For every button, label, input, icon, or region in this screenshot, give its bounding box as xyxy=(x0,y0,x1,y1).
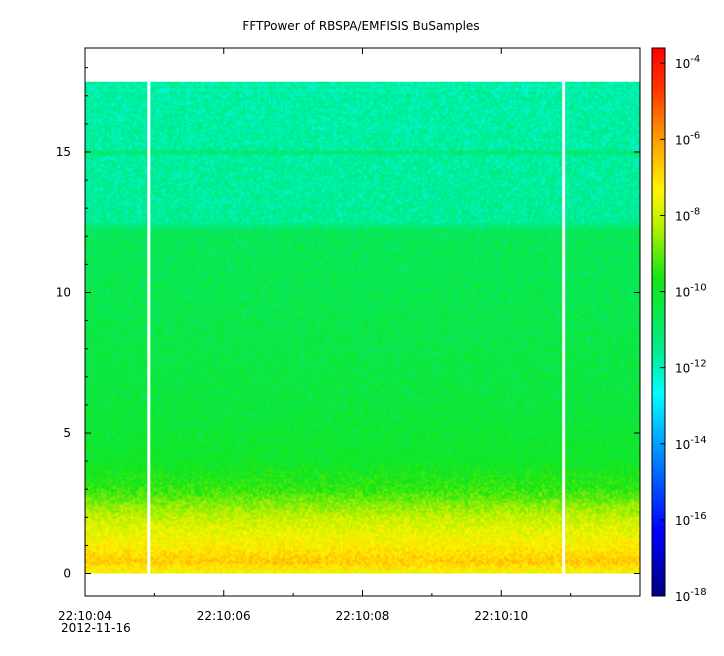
chart-title: FFTPower of RBSPA/EMFISIS BuSamples xyxy=(242,19,479,33)
colorbar-tick-label: 10-12 xyxy=(675,359,707,376)
data-gap xyxy=(562,81,566,574)
y-tick-label: 15 xyxy=(56,145,71,159)
x-axis: 22:10:04 22:10:06 22:10:08 22:10:10 xyxy=(58,48,572,623)
spectrogram-image xyxy=(85,81,640,574)
x-tick-label: 22:10:04 xyxy=(58,609,112,623)
y-tick-label: 10 xyxy=(56,285,71,299)
y-axis: 0 5 10 15 xyxy=(56,67,640,581)
colorbar-tick-label: 10-8 xyxy=(675,206,700,223)
y-tick-label: 0 xyxy=(63,567,71,581)
x-date-label: 2012-11-16 xyxy=(61,621,131,635)
data-gap xyxy=(147,81,151,574)
colorbar-tick-label: 10-6 xyxy=(675,130,700,147)
x-tick-label: 22:10:06 xyxy=(197,609,251,623)
x-tick-label: 22:10:08 xyxy=(336,609,390,623)
colorbar-tick-label: 10-16 xyxy=(675,511,707,528)
colorbar-ticks: 10-4 10-6 10-8 10-10 10-12 10-14 10-16 10-18 xyxy=(660,54,707,604)
x-tick-label: 22:10:10 xyxy=(474,609,528,623)
colorbar: 10-4 10-6 10-8 10-10 10-12 10-14 10-16 10-18 xyxy=(651,47,707,604)
colorbar-gradient xyxy=(651,47,666,597)
colorbar-tick-label: 10-18 xyxy=(675,587,707,604)
y-tick-label: 5 xyxy=(63,426,71,440)
colorbar-tick-label: 10-4 xyxy=(675,54,700,71)
data-gaps xyxy=(147,81,566,574)
colorbar-tick-label: 10-10 xyxy=(675,283,707,300)
colorbar-tick-label: 10-14 xyxy=(675,435,707,452)
